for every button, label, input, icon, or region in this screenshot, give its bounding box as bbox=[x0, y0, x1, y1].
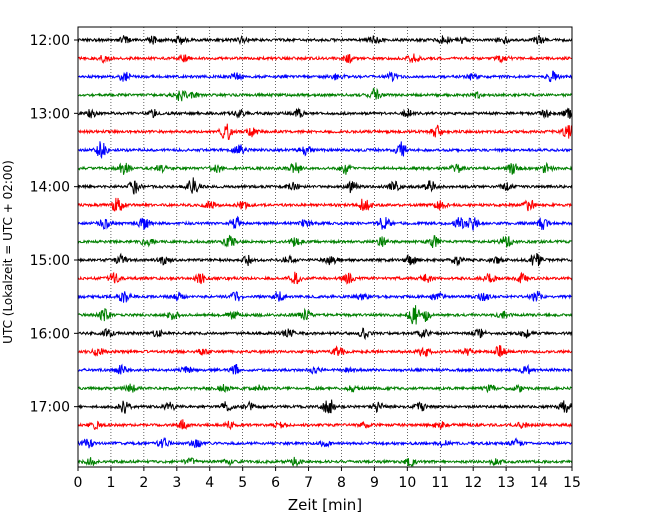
y-tick-label: 17:00 bbox=[30, 400, 70, 416]
minute-grid bbox=[110, 27, 540, 467]
x-tick-label: 2 bbox=[139, 475, 148, 491]
seismic-trace bbox=[77, 456, 573, 468]
x-axis-ticks: 0 1 2 3 4 5 6 7 8 9 10 11 12 13 14 15 bbox=[74, 467, 581, 491]
x-tick-label: 5 bbox=[238, 475, 247, 491]
seismic-trace bbox=[77, 327, 573, 341]
seismic-trace bbox=[77, 141, 573, 160]
seismic-trace bbox=[77, 399, 573, 414]
x-tick-label: 11 bbox=[431, 475, 449, 491]
x-tick-label: 15 bbox=[563, 475, 581, 491]
seismic-trace bbox=[77, 87, 573, 102]
seismic-trace bbox=[77, 215, 573, 231]
seismic-trace bbox=[77, 363, 573, 375]
seismic-trace bbox=[77, 252, 573, 267]
seismic-trace bbox=[77, 345, 573, 358]
seismic-trace bbox=[77, 290, 573, 303]
x-axis-label: Zeit [min] bbox=[288, 496, 362, 514]
seismic-trace bbox=[77, 197, 573, 212]
seismic-trace bbox=[77, 70, 573, 83]
seismic-trace bbox=[77, 34, 573, 45]
seismic-trace bbox=[77, 107, 573, 120]
seismic-trace bbox=[77, 305, 573, 325]
seismic-trace bbox=[77, 177, 573, 195]
seismic-traces bbox=[77, 34, 573, 468]
x-tick-label: 12 bbox=[464, 475, 482, 491]
x-tick-label: 14 bbox=[530, 475, 548, 491]
x-tick-label: 7 bbox=[304, 475, 313, 491]
seismic-trace bbox=[77, 234, 573, 249]
x-tick-label: 10 bbox=[398, 475, 416, 491]
x-tick-label: 9 bbox=[370, 475, 379, 491]
y-tick-label: 15:00 bbox=[30, 253, 70, 269]
seismic-trace bbox=[77, 419, 573, 431]
x-tick-label: 8 bbox=[337, 475, 346, 491]
seismic-trace bbox=[77, 383, 573, 394]
y-tick-label: 16:00 bbox=[30, 326, 70, 342]
y-tick-label: 12:00 bbox=[30, 33, 70, 49]
seismic-trace bbox=[77, 271, 573, 285]
x-tick-label: 3 bbox=[172, 475, 181, 491]
seismic-trace bbox=[77, 53, 573, 65]
seismic-trace bbox=[77, 123, 573, 140]
x-tick-label: 0 bbox=[74, 475, 83, 491]
y-tick-label: 14:00 bbox=[30, 180, 70, 196]
x-tick-label: 13 bbox=[497, 475, 515, 491]
seismic-trace bbox=[77, 161, 573, 175]
y-axis-ticks: 12:00 13:00 14:00 15:00 16:00 17:00 bbox=[30, 33, 78, 416]
x-tick-label: 4 bbox=[205, 475, 214, 491]
y-axis-label: UTC (Lokalzeit = UTC + 02:00) bbox=[1, 160, 15, 344]
x-tick-label: 6 bbox=[271, 475, 280, 491]
x-tick-label: 1 bbox=[106, 475, 115, 491]
y-tick-label: 13:00 bbox=[30, 106, 70, 122]
plot-frame bbox=[77, 26, 573, 468]
seismic-trace bbox=[77, 436, 573, 449]
